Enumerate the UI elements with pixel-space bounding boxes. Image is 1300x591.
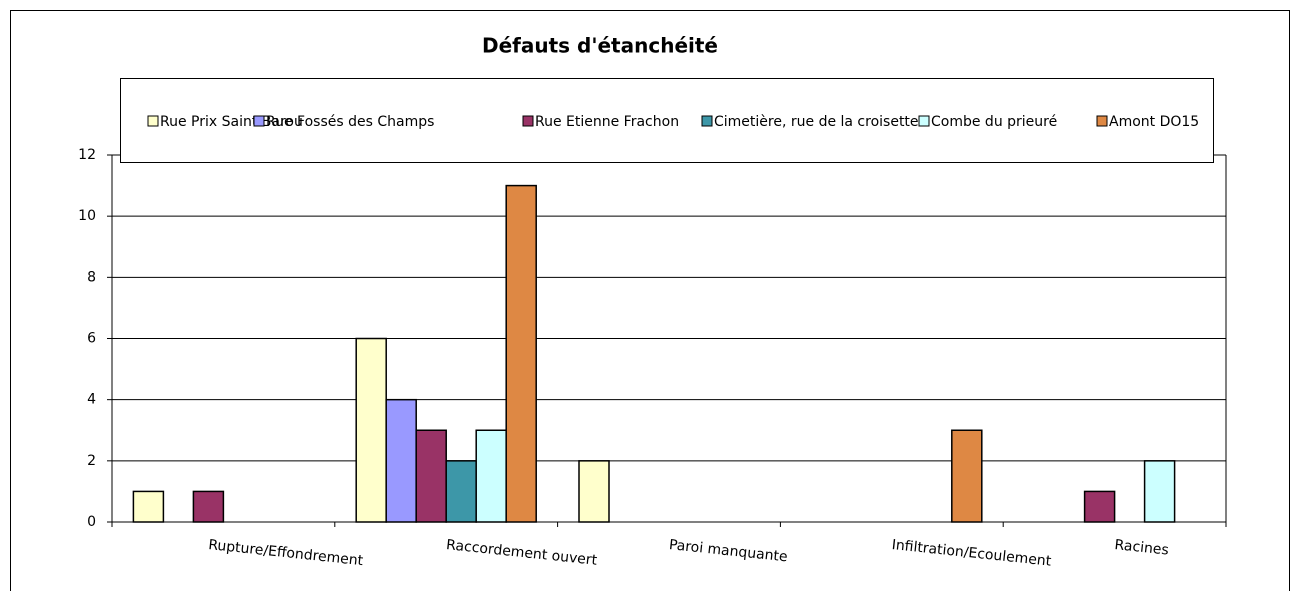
chart-frame bbox=[10, 10, 1290, 591]
bar bbox=[415, 429, 447, 523]
x-tick-label: Raccordement ouvert bbox=[445, 537, 598, 569]
legend-swatch bbox=[522, 115, 534, 127]
x-tick-label: Racines bbox=[1114, 537, 1170, 559]
legend-swatch bbox=[253, 115, 265, 127]
bar bbox=[355, 337, 387, 523]
bar bbox=[1083, 490, 1116, 523]
bar bbox=[1143, 460, 1176, 523]
bar bbox=[951, 429, 983, 523]
legend-label: Rue Prix Saint Barou bbox=[160, 114, 303, 130]
legend-swatch bbox=[147, 115, 159, 127]
x-tick-label: Infiltration/Ecoulement bbox=[891, 537, 1052, 570]
legend-swatch bbox=[1096, 115, 1108, 127]
legend-label: Cimetière, rue de la croisette bbox=[714, 114, 919, 130]
x-tick-label: Rupture/Effondrement bbox=[208, 537, 365, 569]
legend-label: Rue Etienne Frachon bbox=[535, 114, 679, 130]
legend-label: Rue Fossés des Champs bbox=[266, 114, 434, 130]
y-tick-label: 2 bbox=[87, 453, 96, 469]
legend-swatch bbox=[701, 115, 713, 127]
y-tick-label: 4 bbox=[87, 392, 96, 408]
bar bbox=[505, 184, 537, 523]
legend-box bbox=[120, 78, 1214, 163]
y-tick-label: 8 bbox=[87, 269, 96, 285]
bar bbox=[475, 429, 507, 523]
y-tick-label: 12 bbox=[78, 147, 96, 163]
legend-swatch bbox=[918, 115, 930, 127]
bar bbox=[385, 398, 417, 523]
x-tick-label: Paroi manquante bbox=[668, 537, 788, 565]
y-tick-label: 0 bbox=[87, 514, 96, 530]
y-tick-label: 6 bbox=[87, 331, 96, 347]
legend-label: Combe du prieuré bbox=[931, 114, 1057, 130]
bar bbox=[578, 460, 610, 523]
bar bbox=[132, 490, 165, 523]
chart-title: Défauts d'étanchéité bbox=[482, 34, 718, 58]
bar bbox=[445, 460, 477, 523]
legend-label: Amont DO15 bbox=[1109, 114, 1199, 130]
y-tick-label: 10 bbox=[78, 208, 96, 224]
bar bbox=[192, 490, 225, 523]
plot-area: 0 2 4 6 8 10 12 Rupture/Effondrement Raccordemen… bbox=[78, 147, 1227, 570]
